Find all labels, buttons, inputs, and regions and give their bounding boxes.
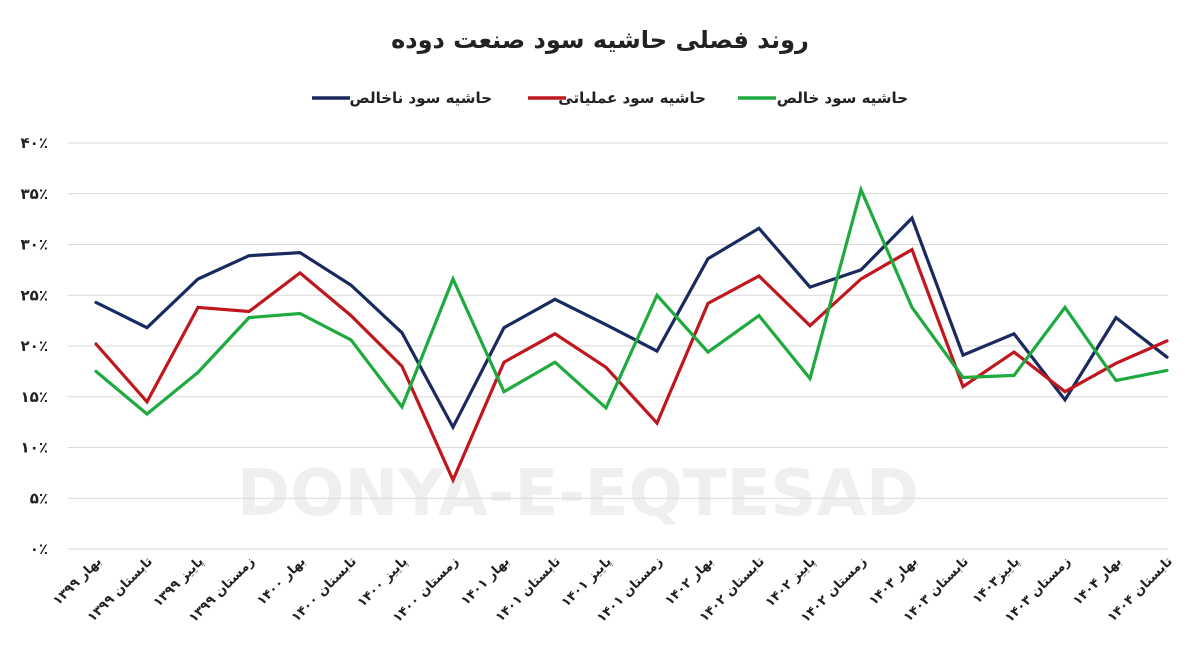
- watermark: DONYA-E-EQTESAD: [237, 457, 919, 531]
- y-axis: ۴۰٪ ۳۵٪ ۳۰٪ ۲۵٪ ۲۰٪ ۱۵٪ ۱۰٪ ۵٪ ۰٪: [21, 134, 48, 558]
- series-line-2: [94, 184, 1169, 417]
- x-tick-label: بهار ۱۴۰۰: [254, 554, 309, 609]
- legend-item: حاشیه سود ناخالص: [312, 89, 492, 107]
- y-tick-label: ۳۰٪: [21, 236, 48, 254]
- x-tick-label: بهار ۱۴۰۱: [458, 554, 513, 609]
- y-tick-label: ۲۵٪: [21, 286, 48, 304]
- x-tick-label: بهار ۱۴۰۲: [662, 554, 717, 609]
- chart-title: روند فصلی حاشیه سود صنعت دوده: [391, 26, 809, 54]
- y-tick-label: ۴۰٪: [21, 134, 48, 152]
- grid: [68, 142, 1168, 550]
- legend-item: حاشیه سود خالص: [738, 89, 908, 107]
- x-tick-label: بهار ۱۳۹۹: [50, 554, 105, 609]
- y-tick-label: ۵٪: [30, 489, 48, 507]
- x-tick-label: بهار ۱۴۰۳: [866, 554, 921, 609]
- legend-label: حاشیه سود خالص: [777, 89, 908, 107]
- y-tick-label: ۳۵٪: [21, 185, 48, 203]
- legend-label: حاشیه سود عملیاتی: [558, 89, 706, 107]
- series-lines: [94, 184, 1169, 484]
- y-tick-label: ۱۵٪: [21, 388, 48, 406]
- series-line-1: [94, 247, 1169, 484]
- x-tick-label: پاییز۱۴۰۳: [970, 554, 1023, 607]
- watermark-text: DONYA-E-EQTESAD: [237, 457, 919, 531]
- y-tick-label: ۱۰٪: [21, 439, 48, 457]
- y-tick-label: ۲۰٪: [21, 337, 48, 355]
- legend-label: حاشیه سود ناخالص: [349, 89, 492, 107]
- x-tick-label: بهار ۱۴۰۴: [1070, 554, 1125, 609]
- legend: حاشیه سود ناخالص حاشیه سود عملیاتی حاشیه س…: [312, 89, 908, 107]
- legend-item: حاشیه سود عملیاتی: [528, 89, 706, 107]
- series-line-0: [94, 215, 1169, 431]
- y-tick-label: ۰٪: [30, 540, 48, 558]
